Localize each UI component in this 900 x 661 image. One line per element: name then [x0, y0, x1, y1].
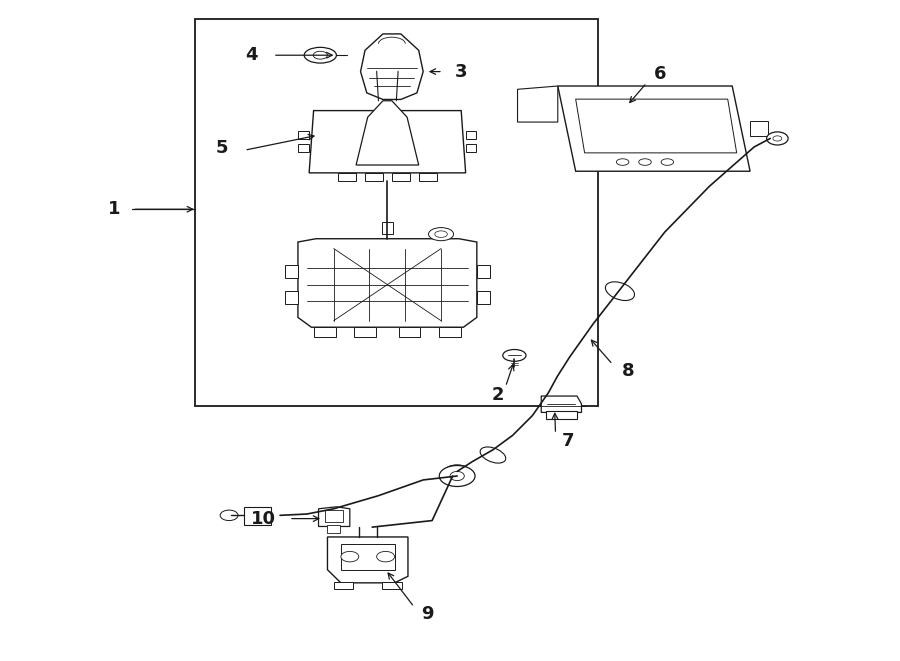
Polygon shape: [558, 86, 750, 171]
Ellipse shape: [662, 159, 673, 165]
Polygon shape: [319, 507, 350, 526]
Polygon shape: [298, 239, 477, 327]
Bar: [244, 508, 271, 525]
Ellipse shape: [480, 447, 506, 463]
Bar: [299, 132, 309, 139]
Polygon shape: [541, 396, 581, 412]
Text: 2: 2: [492, 386, 505, 404]
Bar: [325, 510, 343, 522]
Bar: [365, 173, 382, 180]
Text: 3: 3: [454, 63, 467, 81]
Polygon shape: [576, 99, 737, 153]
Bar: [392, 173, 410, 180]
Bar: [750, 121, 768, 136]
Bar: [418, 173, 436, 180]
Text: 5: 5: [216, 139, 229, 157]
Polygon shape: [361, 34, 423, 99]
Ellipse shape: [220, 510, 238, 521]
Ellipse shape: [639, 159, 652, 165]
Text: 9: 9: [421, 605, 434, 623]
Ellipse shape: [606, 282, 634, 301]
Bar: [477, 265, 490, 278]
Polygon shape: [518, 86, 558, 122]
Bar: [439, 327, 461, 337]
Bar: [195, 19, 598, 406]
Bar: [477, 292, 490, 304]
Ellipse shape: [616, 159, 629, 165]
Ellipse shape: [304, 48, 337, 63]
Ellipse shape: [439, 465, 475, 486]
Bar: [314, 327, 336, 337]
Bar: [465, 132, 476, 139]
Polygon shape: [309, 110, 465, 173]
Ellipse shape: [435, 231, 447, 237]
Ellipse shape: [503, 350, 526, 362]
Bar: [382, 582, 401, 590]
Text: 4: 4: [245, 46, 257, 64]
Bar: [545, 411, 577, 419]
Polygon shape: [356, 100, 419, 165]
Ellipse shape: [428, 227, 454, 241]
Ellipse shape: [767, 132, 788, 145]
Text: 6: 6: [654, 65, 666, 83]
Ellipse shape: [377, 551, 394, 562]
Bar: [338, 173, 356, 180]
Bar: [341, 543, 394, 570]
Bar: [465, 144, 476, 152]
Bar: [284, 265, 298, 278]
Bar: [284, 292, 298, 304]
Ellipse shape: [341, 551, 359, 562]
Ellipse shape: [445, 465, 470, 478]
Bar: [327, 525, 340, 533]
Polygon shape: [328, 537, 408, 583]
Ellipse shape: [450, 471, 464, 481]
Bar: [334, 582, 354, 590]
Text: 10: 10: [250, 510, 275, 527]
Text: 7: 7: [562, 432, 574, 449]
Bar: [382, 222, 392, 234]
Bar: [355, 327, 376, 337]
Text: 1: 1: [108, 200, 121, 218]
Bar: [299, 144, 309, 152]
Text: 8: 8: [622, 362, 634, 380]
Ellipse shape: [313, 52, 328, 59]
Bar: [399, 327, 420, 337]
